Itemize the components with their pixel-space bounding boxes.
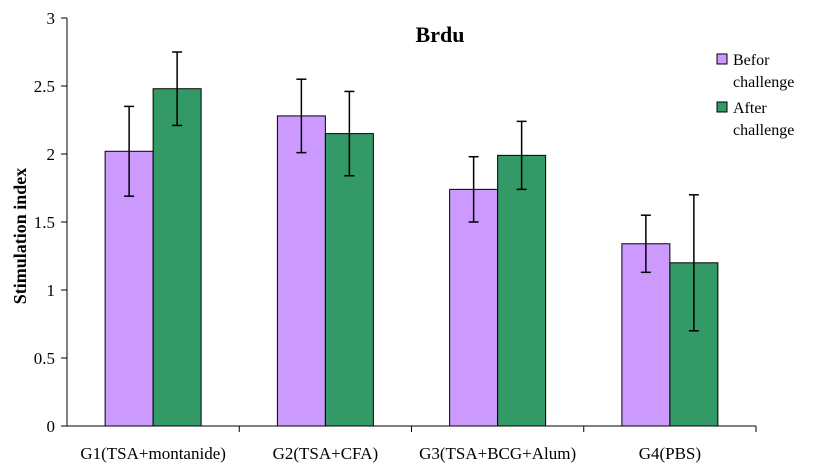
chart-title: Brdu <box>416 22 465 47</box>
y-tick-label: 0 <box>47 417 56 436</box>
legend-label: Befor <box>733 52 770 69</box>
error-bars-group <box>124 51 699 332</box>
y-tick-label: 1.5 <box>34 213 55 232</box>
x-category-label: G2(TSA+CFA) <box>273 444 379 463</box>
legend-label: After <box>733 100 767 117</box>
bar <box>449 188 499 427</box>
legend-label: challenge <box>733 122 794 139</box>
y-tick-label: 1 <box>47 281 56 300</box>
y-tick-label: 2 <box>47 145 56 164</box>
legend-label: challenge <box>733 74 794 91</box>
x-category-label: G1(TSA+montanide) <box>80 444 226 463</box>
x-category-label: G3(TSA+BCG+Alum) <box>419 444 576 463</box>
bar <box>621 243 671 427</box>
bars-group <box>104 88 719 427</box>
bar <box>324 133 374 427</box>
x-category-label: G4(PBS) <box>639 444 701 463</box>
x-axis-labels: G1(TSA+montanide) G2(TSA+CFA) G3(TSA+BCG+A… <box>80 426 757 463</box>
y-tick-label: 0.5 <box>34 349 55 368</box>
legend-swatch <box>716 53 728 65</box>
y-axis-title: Stimulation index <box>10 168 30 305</box>
y-axis-ticks: 0 0.5 1 1.5 2 2.5 3 <box>34 9 67 436</box>
y-tick-label: 2.5 <box>34 77 55 96</box>
legend-swatch <box>716 101 728 113</box>
bar <box>152 88 202 427</box>
y-tick-label: 3 <box>47 9 56 28</box>
bar <box>276 115 326 427</box>
legend: Befor challenge After challenge <box>716 52 794 139</box>
bar <box>497 154 547 427</box>
